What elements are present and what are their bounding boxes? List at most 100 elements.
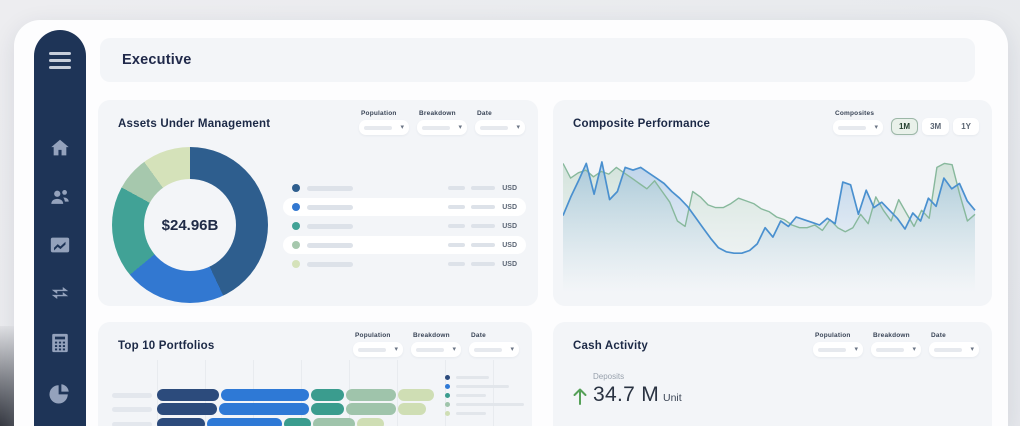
legend-unit: USD bbox=[502, 203, 517, 211]
aum-legend-row[interactable]: USD bbox=[283, 198, 526, 216]
transactions-icon[interactable] bbox=[49, 282, 71, 304]
bar-segment bbox=[157, 389, 219, 401]
bar-segment bbox=[346, 389, 396, 401]
aum-filters: Population ▾ Breakdown ▾ Date ▾ bbox=[359, 110, 525, 135]
legend-color-dot bbox=[292, 184, 300, 192]
top10-filters: Population ▾ Breakdown ▾ Date ▾ bbox=[353, 332, 519, 357]
bar-segment bbox=[219, 403, 309, 415]
range-button-1y[interactable]: 1Y bbox=[953, 118, 979, 135]
aum-legend-row[interactable]: USD bbox=[283, 217, 526, 235]
blue-series-line bbox=[563, 161, 976, 255]
page-header: Executive bbox=[100, 38, 975, 82]
breakdown-select[interactable]: ▾ bbox=[411, 342, 461, 357]
top10-legend-row bbox=[445, 373, 524, 382]
metric-value: 34.7 M bbox=[593, 383, 659, 406]
bar-segment bbox=[221, 389, 309, 401]
range-button-1m[interactable]: 1M bbox=[890, 118, 919, 135]
aum-legend-row[interactable]: USD bbox=[283, 179, 526, 197]
bar-segment bbox=[357, 418, 384, 426]
range-button-3m[interactable]: 3M bbox=[922, 118, 950, 135]
card-title: Top 10 Portfolios bbox=[118, 340, 215, 352]
donut-hole: $24.96B bbox=[144, 179, 236, 271]
metric-unit: Unit bbox=[663, 392, 682, 404]
population-select[interactable]: ▾ bbox=[353, 342, 403, 357]
breakdown-select[interactable]: ▾ bbox=[417, 120, 467, 135]
aum-legend-row[interactable]: USD bbox=[283, 255, 526, 273]
portfolio-bar-row[interactable] bbox=[112, 389, 518, 401]
date-select[interactable]: ▾ bbox=[475, 120, 525, 135]
chevron-down-icon: ▾ bbox=[394, 346, 398, 353]
assets-under-management-card: Assets Under Management Population ▾ Break… bbox=[98, 100, 538, 306]
chevron-down-icon: ▾ bbox=[854, 346, 858, 353]
sidebar bbox=[34, 30, 86, 426]
aum-donut-chart[interactable]: $24.96B bbox=[112, 147, 268, 303]
chevron-down-icon: ▾ bbox=[912, 346, 916, 353]
legend-value-placeholder bbox=[448, 224, 465, 228]
filter-label: Population bbox=[361, 110, 397, 117]
deposits-metric: Deposits 34.7 M Unit bbox=[571, 372, 682, 407]
portfolio-bar-row[interactable] bbox=[112, 403, 518, 415]
legend-color-dot bbox=[292, 203, 300, 211]
filter-label: Population bbox=[815, 332, 851, 339]
date-select[interactable]: ▾ bbox=[469, 342, 519, 357]
portfolio-label-placeholder bbox=[112, 421, 152, 426]
breakdown-filter: Breakdown ▾ bbox=[871, 332, 921, 357]
date-filter: Date ▾ bbox=[475, 110, 525, 135]
card-title: Assets Under Management bbox=[118, 118, 271, 130]
chevron-down-icon: ▾ bbox=[458, 124, 462, 131]
population-select[interactable]: ▾ bbox=[359, 120, 409, 135]
date-filter: Date ▾ bbox=[929, 332, 979, 357]
portfolio-bar-row[interactable] bbox=[112, 418, 518, 426]
legend-color-dot bbox=[292, 241, 300, 249]
card-title: Composite Performance bbox=[573, 118, 711, 130]
performance-chart-icon[interactable] bbox=[49, 234, 71, 256]
home-icon[interactable] bbox=[49, 137, 71, 159]
top10-legend-row bbox=[445, 391, 524, 400]
aum-total-value: $24.96B bbox=[161, 216, 219, 234]
date-select[interactable]: ▾ bbox=[929, 342, 979, 357]
select-placeholder bbox=[422, 125, 450, 130]
population-filter: Population ▾ bbox=[359, 110, 409, 135]
chevron-down-icon: ▾ bbox=[400, 124, 404, 131]
legend-unit: USD bbox=[502, 184, 517, 192]
legend-color-dot bbox=[445, 411, 450, 416]
bar-segment bbox=[311, 389, 344, 401]
legend-label-placeholder bbox=[456, 412, 486, 415]
legend-value-placeholder bbox=[448, 262, 465, 266]
legend-value-placeholder bbox=[448, 205, 465, 209]
legend-label-placeholder bbox=[456, 394, 486, 397]
cash-activity-card: Cash Activity Population ▾ Breakdown ▾ Date ▾… bbox=[553, 322, 992, 426]
clients-icon[interactable] bbox=[49, 186, 71, 208]
green-series-line bbox=[563, 162, 976, 233]
select-placeholder bbox=[876, 347, 904, 352]
aum-legend-row[interactable]: USD bbox=[283, 236, 526, 254]
menu-icon[interactable] bbox=[49, 52, 71, 73]
population-select[interactable]: ▾ bbox=[813, 342, 863, 357]
breakdown-filter: Breakdown ▾ bbox=[411, 332, 461, 357]
select-placeholder bbox=[474, 347, 502, 352]
legend-color-dot bbox=[292, 260, 300, 268]
composite-performance-chart[interactable] bbox=[563, 140, 983, 298]
breakdown-select[interactable]: ▾ bbox=[871, 342, 921, 357]
gridline bbox=[493, 360, 494, 426]
allocation-pie-icon[interactable] bbox=[49, 382, 71, 404]
legend-label-placeholder bbox=[307, 261, 353, 267]
legend-color-dot bbox=[445, 402, 450, 407]
composites-filter: Composites ▾ bbox=[832, 110, 883, 135]
legend-value-placeholder bbox=[471, 224, 495, 228]
legend-value-placeholder bbox=[471, 262, 495, 266]
top10-legend bbox=[445, 373, 524, 418]
top10-legend-row bbox=[445, 400, 524, 409]
composites-select[interactable]: ▾ bbox=[832, 120, 883, 135]
select-placeholder bbox=[416, 347, 444, 352]
bar-segment bbox=[398, 389, 434, 401]
top-10-portfolios-card: Top 10 Portfolios Population ▾ Breakdown ▾ D… bbox=[98, 322, 532, 426]
filter-label: Date bbox=[471, 332, 486, 339]
calculator-icon[interactable] bbox=[49, 332, 71, 354]
page-title: Executive bbox=[122, 52, 192, 68]
filter-label: Breakdown bbox=[419, 110, 456, 117]
bar-segment bbox=[157, 418, 205, 426]
legend-value-placeholder bbox=[471, 243, 495, 247]
select-placeholder bbox=[837, 125, 866, 130]
legend-color-dot bbox=[292, 222, 300, 230]
